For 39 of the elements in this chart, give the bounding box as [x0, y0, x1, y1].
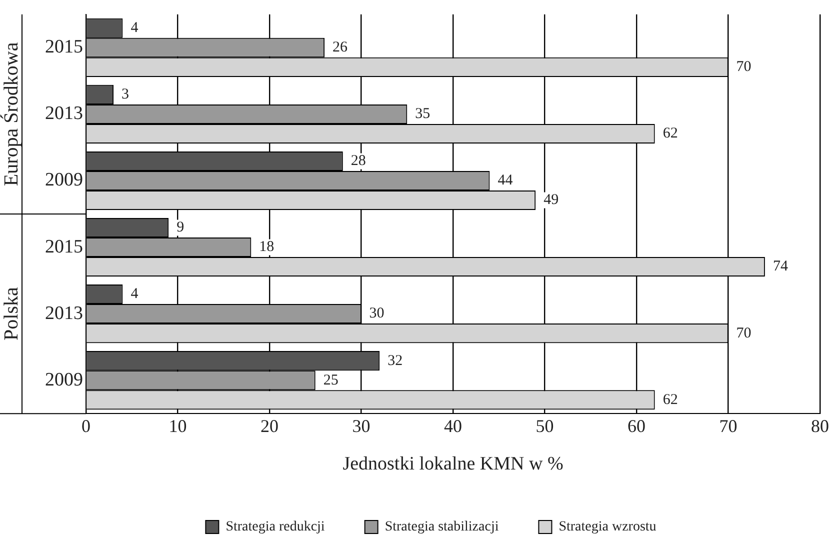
data-label: 9 — [176, 220, 184, 236]
legend-label: Strategia stabilizacji — [384, 520, 499, 535]
data-label: 44 — [498, 172, 514, 189]
x-tick-label: 60 — [628, 416, 646, 436]
x-tick-label: 50 — [536, 416, 554, 436]
data-label: 30 — [369, 306, 384, 322]
legend-label: Strategia wzrostu — [558, 520, 656, 535]
x-tick-label: 30 — [352, 416, 370, 436]
text: Polska — [0, 287, 22, 340]
data-label: 3 — [122, 86, 130, 103]
data-label: 35 — [415, 106, 430, 122]
y-tick-label: 2015 — [45, 36, 83, 58]
data-label: 62 — [662, 392, 678, 408]
data-label: 18 — [259, 239, 274, 256]
data-label: 4 — [130, 286, 139, 302]
x-tick-label: 10 — [168, 416, 187, 436]
x-tick-label: 20 — [260, 416, 278, 436]
data-label: 62 — [662, 126, 678, 142]
legend-label: Strategia redukcji — [226, 520, 325, 535]
data-label: 26 — [332, 40, 348, 56]
data-label: 74 — [772, 258, 788, 275]
data-label: 49 — [544, 192, 559, 208]
y-tick-label: 2009 — [45, 369, 83, 390]
data-label: 4 — [130, 20, 139, 36]
y-tick-label: 2015 — [45, 236, 83, 258]
data-label: 70 — [736, 59, 752, 76]
data-label: 28 — [350, 153, 366, 170]
data-label: 70 — [736, 325, 752, 342]
x-tick-label: 0 — [82, 416, 90, 436]
y-tick-label: 2009 — [45, 170, 83, 191]
data-label: 25 — [323, 372, 338, 388]
y-tick-label: 2013 — [45, 302, 83, 324]
x-tick-label: 80 — [811, 416, 829, 436]
data-label: 32 — [388, 352, 403, 369]
x-tick-label: 40 — [444, 416, 462, 436]
x-axis-title: Jednostki lokalne KMN w % — [342, 454, 564, 475]
x-tick-label: 70 — [719, 416, 738, 436]
y-tick-label: 2013 — [45, 103, 83, 124]
text: Europa Środkowa — [0, 42, 22, 186]
